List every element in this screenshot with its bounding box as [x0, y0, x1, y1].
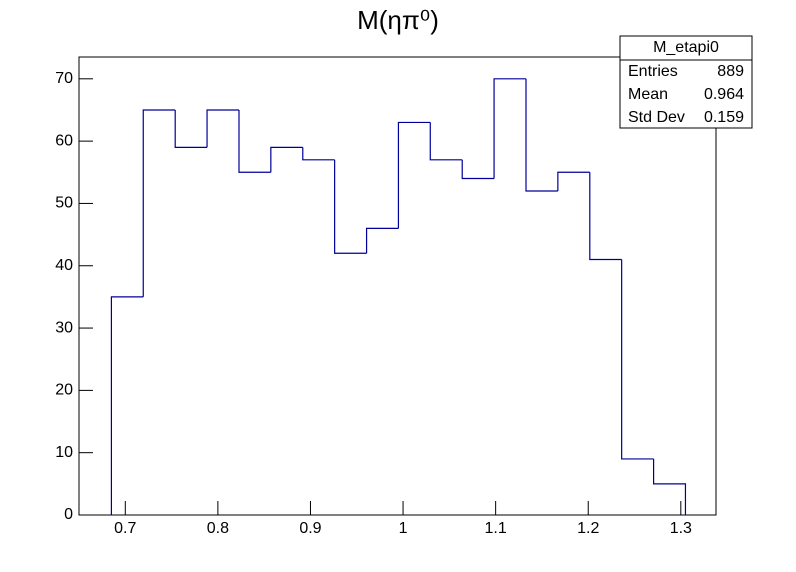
y-tick-label: 20	[55, 382, 73, 399]
x-tick-label: 1.1	[485, 520, 507, 537]
histogram-bin	[557, 171, 590, 191]
stats-value: 0.159	[704, 109, 744, 126]
histogram-bin	[397, 121, 431, 229]
histogram-bin	[461, 159, 495, 180]
histogram-bin	[429, 122, 463, 161]
x-tick-label: 0.8	[207, 520, 229, 537]
y-tick-label: 30	[55, 319, 73, 336]
x-tick-label: 0.7	[114, 520, 136, 537]
x-tick-label: 1.3	[670, 520, 692, 537]
stats-value: 0.964	[704, 86, 744, 103]
x-tick-label: 0.9	[299, 520, 321, 537]
y-tick-label: 10	[55, 444, 73, 461]
stats-value: 889	[717, 63, 744, 80]
y-tick-label: 0	[64, 506, 73, 523]
histogram-bin	[302, 147, 335, 161]
histogram-bin	[589, 172, 622, 261]
histogram-bin	[525, 78, 558, 192]
x-tick-label: 1	[399, 520, 408, 537]
stats-label: Entries	[628, 63, 678, 80]
stats-label: Mean	[628, 86, 668, 103]
histogram-bin	[174, 109, 208, 148]
histogram-bin	[493, 78, 527, 179]
histogram-bin	[652, 458, 687, 515]
frame	[78, 56, 717, 516]
x-tick-label: 1.2	[577, 520, 599, 537]
histogram-bin	[110, 296, 144, 515]
y-tick-label: 70	[55, 70, 73, 87]
stats-box	[619, 35, 753, 129]
chart-title: M(ηπ⁰)	[357, 5, 439, 35]
histogram-bin	[365, 227, 399, 254]
histogram-bin	[334, 159, 367, 254]
histogram-bin	[142, 109, 176, 297]
y-tick-label: 50	[55, 195, 73, 212]
histogram-bin	[238, 109, 271, 173]
y-tick-label: 60	[55, 132, 73, 149]
histogram-bin	[270, 146, 303, 173]
histogram-bin	[621, 259, 654, 460]
stats-title: M_etapi0	[653, 39, 719, 56]
y-tick-label: 40	[55, 257, 73, 274]
histogram-bin	[206, 109, 239, 148]
stats-label: Std Dev	[628, 109, 685, 126]
